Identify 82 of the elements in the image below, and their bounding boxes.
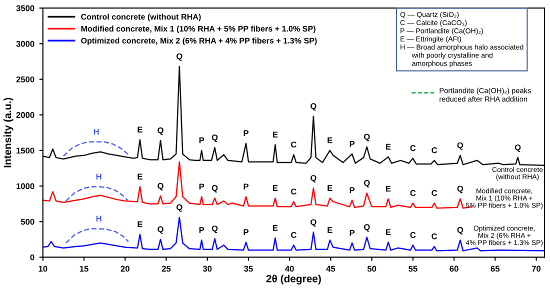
annotation: P <box>350 230 355 236</box>
annotation: H <box>96 174 102 180</box>
annotation: E <box>386 229 391 235</box>
annotation: Q <box>176 53 182 61</box>
y-tick-label: 1500 <box>16 148 34 154</box>
annotation: C <box>291 232 296 238</box>
annotation: E <box>272 224 278 231</box>
annotation: Q <box>158 182 164 190</box>
x-tick-label: 25 <box>162 266 171 272</box>
y-tick-label: 3500 <box>16 5 34 12</box>
annotation: Q <box>310 103 316 111</box>
annotation: C <box>291 188 296 194</box>
y-tick-label: 0 <box>30 254 34 260</box>
annotation: P <box>350 187 355 193</box>
annotation: Q <box>364 180 370 188</box>
annotation: Q <box>457 227 464 234</box>
y-tick-label: 2500 <box>16 76 34 82</box>
y-tick-label: 3000 <box>16 40 34 47</box>
x-tick-label: 45 <box>326 266 336 272</box>
line-series <box>65 186 128 202</box>
annotation: C <box>291 142 296 148</box>
annotation: P <box>199 137 204 144</box>
legend-label: Optimized concrete, Mix 2 (6% RHA + 4% PP fibers + 1.3% SP) <box>81 38 317 46</box>
y-tick-label: 2000 <box>16 112 34 118</box>
annotation: Q <box>310 219 316 227</box>
annotation: C <box>410 145 416 152</box>
annotation: Q <box>514 144 521 152</box>
annotation: Q <box>158 127 164 135</box>
annotation: C <box>432 233 438 240</box>
x-tick-label: 35 <box>244 266 253 272</box>
legend-label: Control concrete (without RHA) <box>81 14 201 22</box>
annotation: P <box>244 229 248 235</box>
annotation: Q <box>212 226 218 234</box>
legend-label: Modified concrete, Mix 1 (10% RHA + 5% PP fibers + 1.0% SP) <box>81 26 316 34</box>
y-axis-title: Intensity (a.u.) <box>4 98 14 168</box>
annotation: P <box>244 184 248 190</box>
x-tick-label: 65 <box>490 266 500 272</box>
annotation: C <box>432 147 438 154</box>
annotation: P <box>244 130 248 136</box>
annotation: Q <box>364 134 370 142</box>
x-tick-label: 70 <box>532 266 541 272</box>
x-tick-label: 10 <box>38 266 48 272</box>
annotation: E <box>138 126 142 132</box>
annotation: E <box>272 185 278 191</box>
annotation: C <box>410 232 416 238</box>
annotation: E <box>138 174 142 180</box>
annotation: Q <box>212 134 218 142</box>
annotation: E <box>386 144 391 150</box>
annotation: H <box>94 128 99 135</box>
y-tick-label: 1000 <box>16 183 34 190</box>
annotation: C <box>410 190 416 196</box>
x-tick-label: 15 <box>80 266 88 272</box>
x-axis-title: 2θ (degree) <box>266 274 321 284</box>
annotation: E <box>328 227 332 233</box>
x-tick-label: 50 <box>367 266 376 272</box>
line-series <box>62 141 130 157</box>
annotation: P <box>350 140 355 147</box>
annotation: Q <box>457 142 464 150</box>
annotation: Q <box>310 175 316 183</box>
line-series <box>42 216 544 252</box>
annotation: Q <box>364 224 370 232</box>
annotation: E <box>328 185 332 191</box>
y-tick-label: 500 <box>20 218 34 225</box>
annotation: E <box>272 132 278 138</box>
annotation: P <box>199 227 204 233</box>
annotation: Q <box>212 185 218 192</box>
annotation: C <box>432 190 438 196</box>
line-series <box>42 66 544 166</box>
line-series <box>65 228 130 244</box>
x-tick-label: 60 <box>450 266 458 272</box>
annotation: E <box>328 137 332 144</box>
annotation: Q <box>457 186 464 194</box>
annotation: E <box>138 221 142 228</box>
annotation: E <box>386 186 391 192</box>
annotation: H <box>96 216 102 222</box>
annotation: Q <box>176 204 182 212</box>
annotation: Q <box>158 226 164 234</box>
x-tick-label: 40 <box>285 266 294 272</box>
x-tick-label: 30 <box>202 266 212 272</box>
x-tick-label: 55 <box>408 266 418 272</box>
annotation: P <box>199 184 204 190</box>
x-tick-label: 20 <box>120 266 130 272</box>
